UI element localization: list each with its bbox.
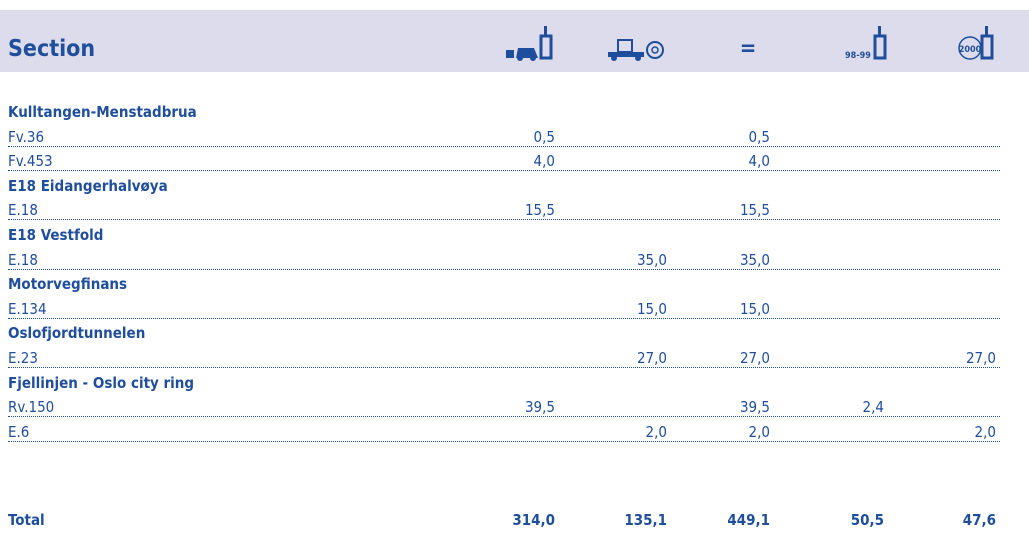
value-cell: 50,5: [850, 511, 884, 529]
header-title: Section: [8, 36, 96, 62]
value-cell: 449,1: [727, 511, 770, 529]
row-separator: [8, 440, 1000, 442]
header-band: [0, 10, 1029, 72]
road-name: E.18: [8, 201, 38, 220]
value-cell: 314,0: [512, 511, 555, 529]
value-cell: 15,5: [524, 201, 555, 220]
value-cell: 15,0: [739, 299, 770, 318]
road-name: Fv.36: [8, 127, 45, 146]
road-name: Rv.150: [8, 398, 55, 417]
value-cell: 4,0: [748, 152, 770, 171]
value-cell: 35,0: [636, 250, 667, 269]
group-name: Motorvegfinans: [8, 275, 128, 294]
value-cell: 0,5: [533, 127, 555, 146]
value-cell: 39,5: [739, 398, 770, 417]
value-cell: 4,0: [533, 152, 555, 171]
value-cell: 27,0: [965, 349, 996, 367]
value-cell: 15,0: [636, 299, 667, 318]
year-label: 2000: [959, 45, 982, 55]
value-cell: 0,5: [748, 127, 770, 146]
value-cell: 47,6: [962, 511, 996, 529]
group-name: E18 Vestfold: [8, 226, 104, 244]
value-cell: 35,0: [739, 250, 770, 269]
row-separator: [8, 145, 1000, 147]
group-name: Kulltangen-Menstadbrua: [8, 103, 197, 121]
group-name: E18 Eidangerhalvøya: [8, 176, 168, 195]
equals-symbol: =: [740, 36, 757, 61]
row-separator: [8, 367, 1000, 368]
road-name: Fv.453: [8, 152, 53, 171]
row-separator: [8, 170, 1000, 172]
value-cell: 15,5: [739, 201, 770, 220]
value-cell: 2,0: [974, 422, 996, 441]
value-cell: 39,5: [524, 398, 555, 417]
header-icons: = 98-99 2000: [506, 26, 994, 61]
group-name: Fjellinjen - Oslo city ring: [8, 373, 195, 392]
road-name: E.6: [8, 422, 30, 441]
row-separator: [8, 317, 1000, 319]
value-cell: 2,4: [862, 398, 884, 417]
road-name: E.18: [8, 250, 38, 269]
value-cell: 2,0: [748, 422, 770, 441]
value-cell: 27,0: [739, 349, 770, 367]
period-label: 98-99: [845, 51, 871, 61]
row-separator: [8, 219, 1000, 221]
road-name: E.134: [8, 299, 47, 318]
value-cell: 135,1: [624, 511, 667, 529]
row-separator: [8, 416, 1000, 418]
total-label: Total: [8, 511, 45, 529]
group-name: Oslofjordtunnelen: [8, 324, 146, 343]
value-cell: 2,0: [645, 422, 667, 441]
value-cell: 27,0: [636, 349, 667, 367]
road-name: E.23: [8, 349, 38, 367]
row-separator: [8, 268, 1000, 270]
